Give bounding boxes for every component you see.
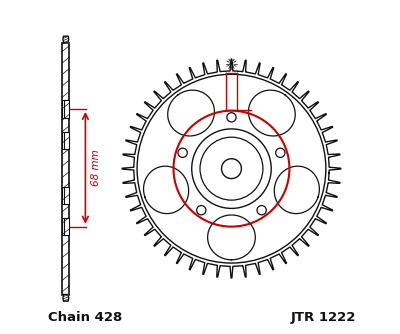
Text: Chain 428: Chain 428 — [48, 311, 122, 324]
Circle shape — [222, 159, 242, 179]
Bar — [64, 187, 70, 204]
Polygon shape — [208, 215, 255, 260]
Circle shape — [192, 129, 271, 208]
Circle shape — [197, 205, 206, 215]
Bar — [64, 132, 70, 149]
Circle shape — [257, 205, 266, 215]
Text: 90 mm: 90 mm — [233, 170, 278, 183]
Text: JTR 1222: JTR 1222 — [290, 311, 356, 324]
Polygon shape — [122, 59, 341, 278]
Circle shape — [230, 62, 233, 65]
Polygon shape — [274, 166, 319, 214]
Circle shape — [276, 148, 285, 157]
Circle shape — [227, 113, 236, 122]
Bar — [62, 187, 68, 204]
Bar — [62, 218, 68, 235]
Circle shape — [178, 148, 187, 157]
Polygon shape — [63, 36, 69, 43]
Bar — [62, 43, 70, 295]
Bar — [62, 132, 68, 149]
Bar — [64, 101, 70, 118]
Circle shape — [200, 137, 263, 200]
Polygon shape — [248, 90, 295, 136]
Bar — [62, 101, 68, 118]
Text: 10.5: 10.5 — [253, 101, 273, 109]
Polygon shape — [144, 166, 189, 214]
Text: 68 mm: 68 mm — [91, 149, 101, 186]
Polygon shape — [168, 90, 214, 136]
Bar — [64, 218, 70, 235]
Polygon shape — [63, 295, 69, 301]
